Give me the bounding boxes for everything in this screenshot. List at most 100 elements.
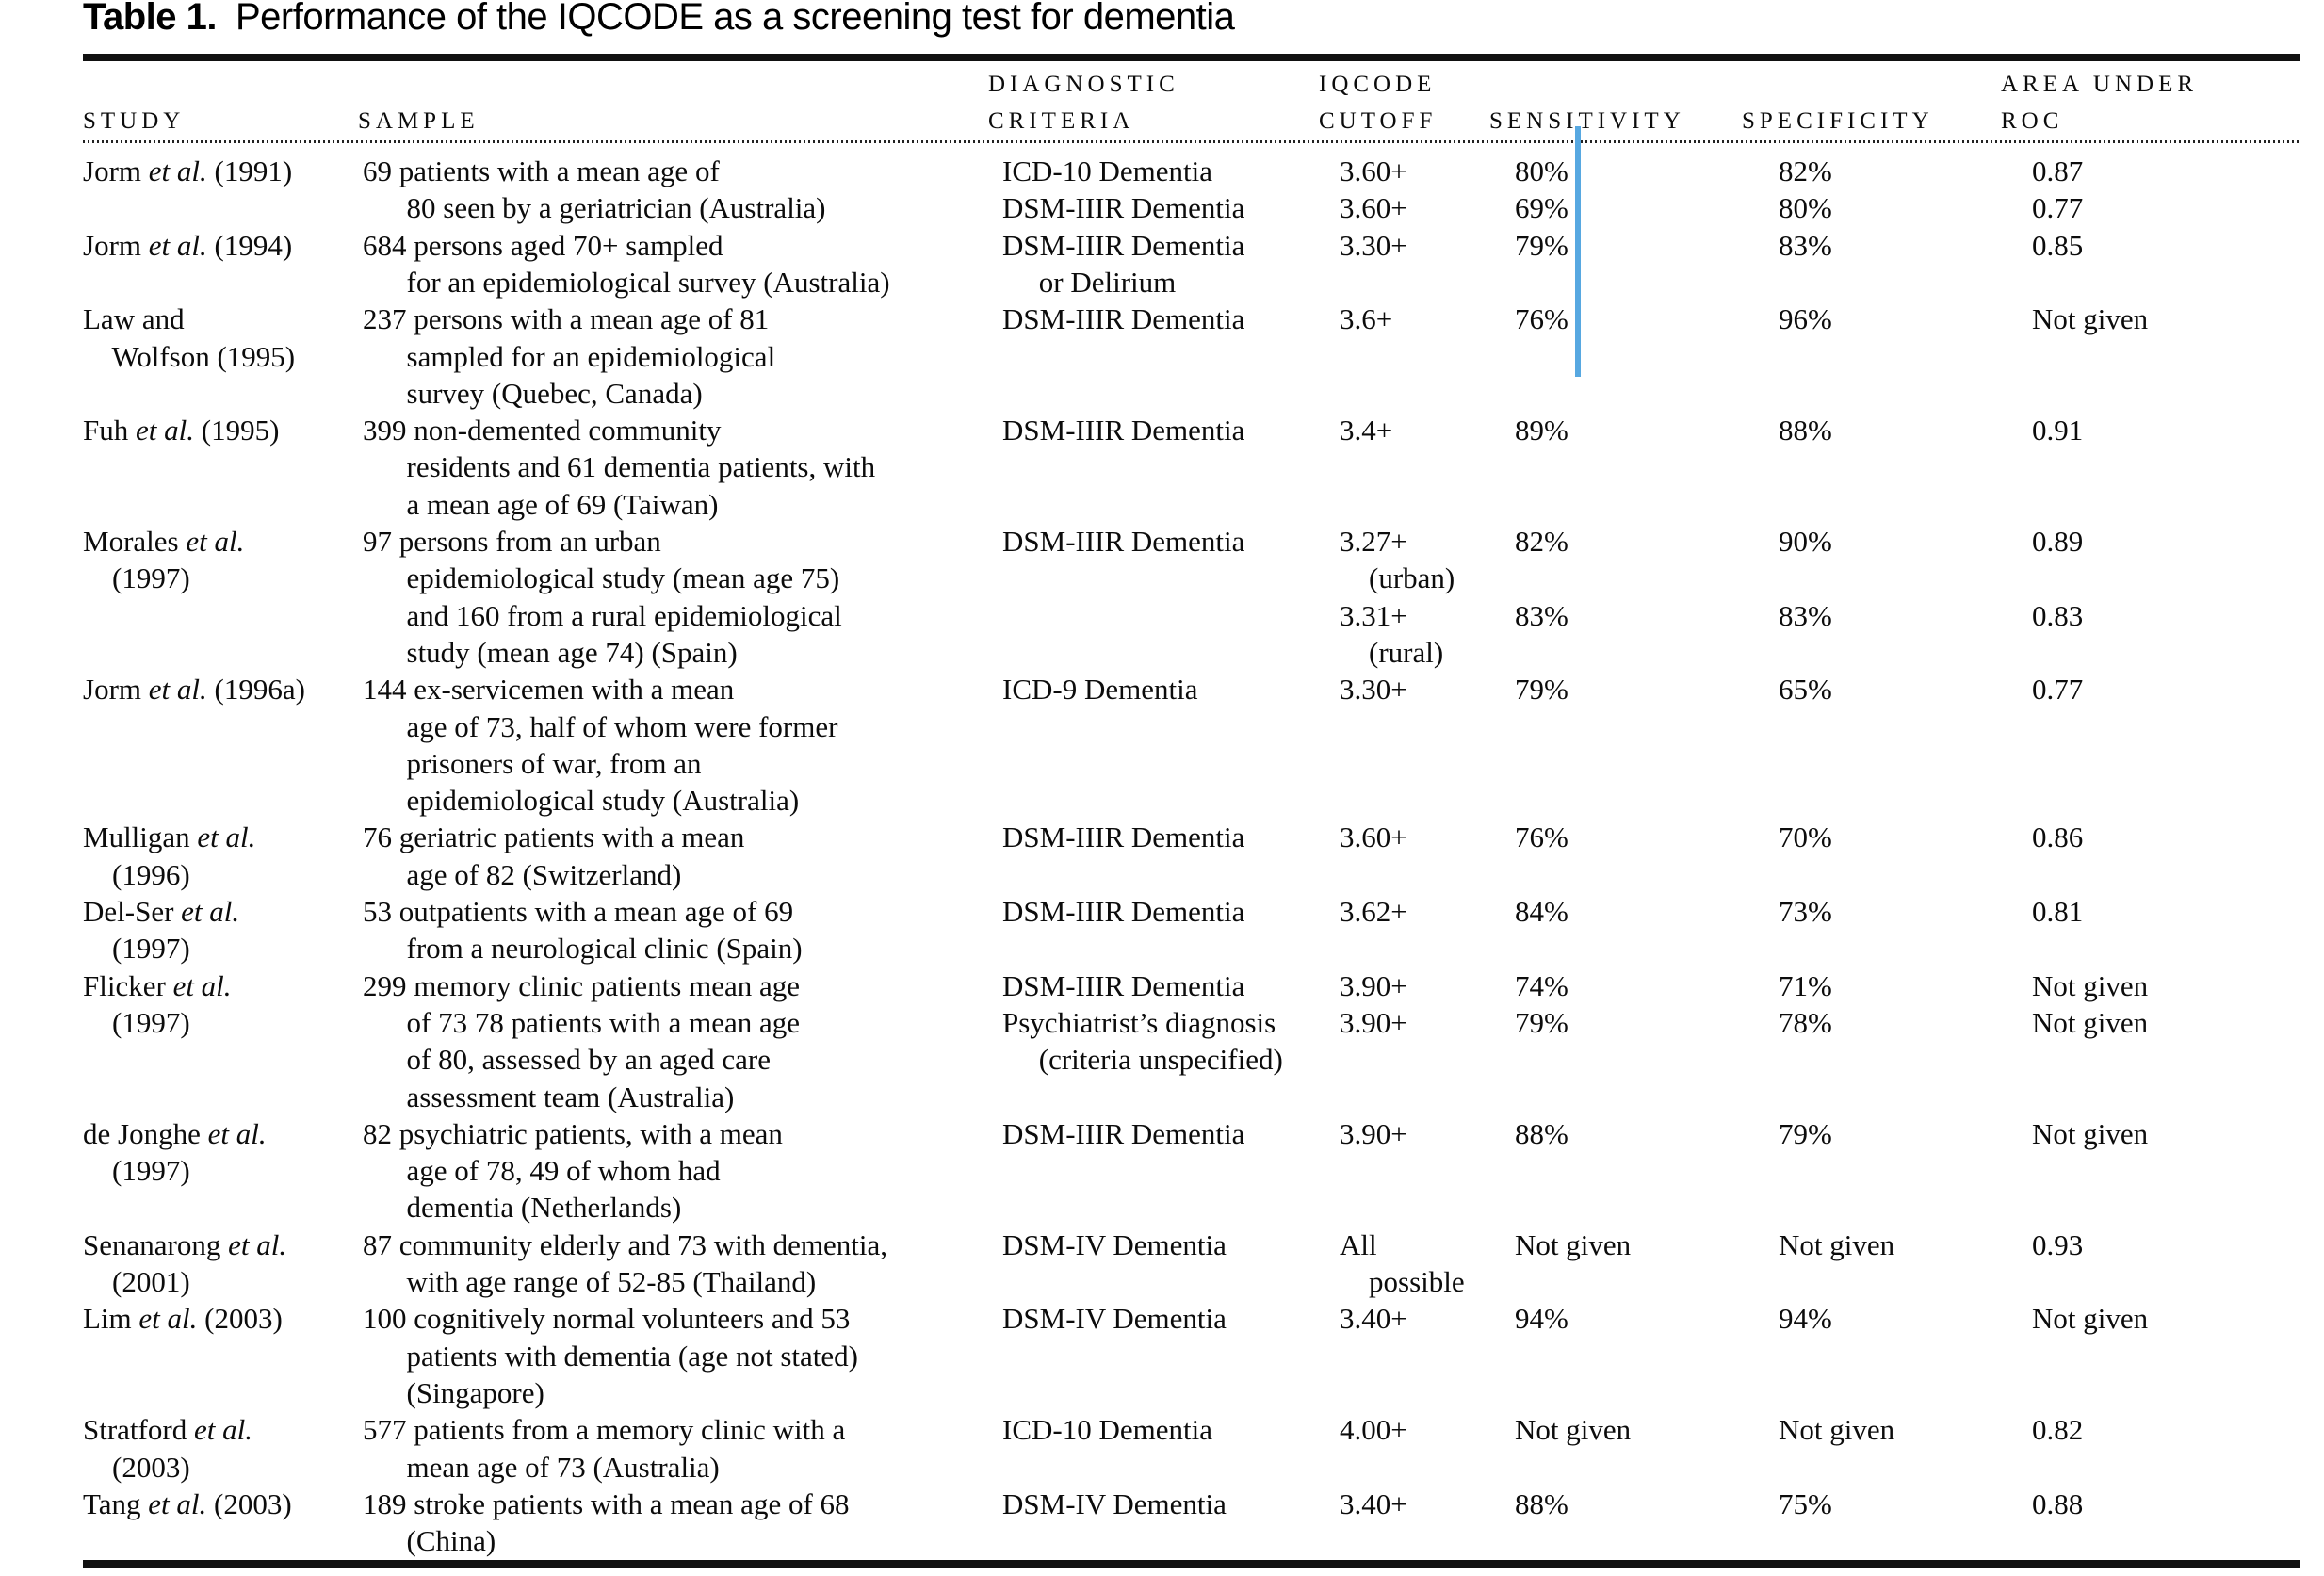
table-cell-sample: age of 78, 49 of whom had (363, 1154, 721, 1187)
table-cell-specificity: 83% (1779, 599, 1832, 632)
table-cell-sample: epidemiological study (Australia) (363, 784, 800, 817)
table-cell-roc: Not given (2032, 1302, 2149, 1335)
table-title-label: Table 1. (83, 0, 217, 38)
table-cell-cutoff: 3.40+ (1340, 1302, 1407, 1335)
table-cell-sensitivity: 83% (1515, 599, 1568, 632)
table-cell-sensitivity: 69% (1515, 191, 1568, 224)
col-header-criteria: CRITERIA (988, 108, 1135, 134)
table-cell-study: Fuh et al. (1995) (83, 414, 280, 447)
table-cell-cutoff: 3.31+ (1340, 599, 1407, 632)
table-cell-criteria: DSM-IIIR Dementia (1002, 820, 1245, 853)
table-title-text: Performance of the IQCODE as a screening… (235, 0, 1235, 38)
table-cell-study: (2003) (83, 1451, 190, 1484)
table-cell-sample: of 73 78 patients with a mean age (363, 1006, 801, 1039)
table-cell-cutoff: 3.60+ (1340, 154, 1407, 187)
table-cell-cutoff: 3.90+ (1340, 1117, 1407, 1150)
table-cell-sensitivity: 79% (1515, 673, 1568, 706)
table-cell-roc: 0.91 (2032, 414, 2084, 447)
table-cell-sample: patients with dementia (age not stated) (363, 1340, 859, 1373)
table-cell-sensitivity: 88% (1515, 1487, 1568, 1520)
table-cell-sample: prisoners of war, from an (363, 747, 702, 780)
table-cell-specificity: 94% (1779, 1302, 1832, 1335)
table-cell-roc: 0.93 (2032, 1228, 2084, 1261)
table-cell-sample: 299 memory clinic patients mean age (363, 969, 800, 1002)
table-cell-sample: 237 persons with a mean age of 81 (363, 302, 770, 335)
table-cell-sample: for an epidemiological survey (Australia… (363, 266, 890, 299)
table-cell-study: Stratford et al. (83, 1413, 252, 1446)
table-cell-study: Lim et al. (2003) (83, 1302, 283, 1335)
table-cell-sample: study (mean age 74) (Spain) (363, 636, 738, 669)
table-cell-sample: epidemiological study (mean age 75) (363, 561, 840, 594)
table-cell-roc: Not given (2032, 1006, 2149, 1039)
table-cell-sample: 399 non-demented community (363, 414, 722, 447)
table-cell-roc: 0.82 (2032, 1413, 2084, 1446)
table-cell-cutoff: possible (1340, 1265, 1465, 1298)
table-cell-sensitivity: 76% (1515, 302, 1568, 335)
table-cell-sample: 87 community elderly and 73 with dementi… (363, 1228, 888, 1261)
table-cell-cutoff: 3.90+ (1340, 1006, 1407, 1039)
table-cell-specificity: 70% (1779, 820, 1832, 853)
table-cell-sample: residents and 61 dementia patients, with (363, 450, 876, 483)
table-cell-study: (1997) (83, 932, 190, 965)
table-cell-cutoff: All (1340, 1228, 1377, 1261)
top-rule (83, 54, 2300, 61)
table-cell-specificity: 82% (1779, 154, 1832, 187)
table-cell-criteria: ICD-9 Dementia (1002, 673, 1198, 706)
table-cell-roc: 0.87 (2032, 154, 2084, 187)
table-cell-sample: mean age of 73 (Australia) (363, 1451, 720, 1484)
table-cell-sample: age of 82 (Switzerland) (363, 858, 682, 891)
table-cell-cutoff: (rural) (1340, 636, 1444, 669)
table-cell-specificity: 83% (1779, 229, 1832, 262)
table-cell-study: Senanarong et al. (83, 1228, 287, 1261)
table-cell-cutoff: 4.00+ (1340, 1413, 1407, 1446)
table-cell-roc: 0.77 (2032, 191, 2084, 224)
table-cell-specificity: 65% (1779, 673, 1832, 706)
col-header-diagnostic: DIAGNOSTIC (988, 72, 1179, 97)
table-cell-study: Wolfson (1995) (83, 340, 296, 373)
table-cell-criteria: DSM-IV Dementia (1002, 1228, 1227, 1261)
table-cell-study: Jorm et al. (1994) (83, 229, 293, 262)
table-cell-roc: Not given (2032, 969, 2149, 1002)
table-cell-criteria: or Delirium (1002, 266, 1177, 299)
table-cell-sample: of 80, assessed by an aged care (363, 1043, 772, 1076)
table-cell-specificity: 90% (1779, 525, 1832, 558)
table-cell-sample: from a neurological clinic (Spain) (363, 932, 803, 965)
header-divider-dotted-rule (83, 140, 2300, 143)
table-cell-study: (1996) (83, 858, 190, 891)
table-cell-cutoff: 3.6+ (1340, 302, 1393, 335)
table-cell-sample: age of 73, half of whom were former (363, 710, 838, 743)
table-cell-sensitivity: Not given (1515, 1228, 1632, 1261)
table-cell-sample: 69 patients with a mean age of (363, 154, 720, 187)
table-cell-sensitivity: 80% (1515, 154, 1568, 187)
table-cell-sample: (China) (363, 1524, 496, 1557)
table-cell-roc: 0.86 (2032, 820, 2084, 853)
table-cell-study: (1997) (83, 561, 190, 594)
table-cell-specificity: Not given (1779, 1228, 1895, 1261)
table-cell-sample: 577 patients from a memory clinic with a (363, 1413, 846, 1446)
col-header-specificity: SPECIFICITY (1742, 108, 1934, 134)
table-cell-sample: and 160 from a rural epidemiological (363, 599, 842, 632)
table-cell-cutoff: 3.30+ (1340, 673, 1407, 706)
table-cell-roc: 0.85 (2032, 229, 2084, 262)
table-cell-sample: 684 persons aged 70+ sampled (363, 229, 723, 262)
table-cell-roc: 0.77 (2032, 673, 2084, 706)
table-cell-roc: 0.81 (2032, 895, 2084, 928)
table-cell-criteria: ICD-10 Dementia (1002, 154, 1212, 187)
table-cell-sample: survey (Quebec, Canada) (363, 377, 703, 410)
col-header-cutoff: CUTOFF (1319, 108, 1438, 134)
table-cell-specificity: 88% (1779, 414, 1832, 447)
table-cell-cutoff: 3.4+ (1340, 414, 1393, 447)
table-cell-sample: 82 psychiatric patients, with a mean (363, 1117, 783, 1150)
table-cell-specificity: 80% (1779, 191, 1832, 224)
table-cell-roc: 0.83 (2032, 599, 2084, 632)
table-cell-study: Del-Ser et al. (83, 895, 240, 928)
table-cell-cutoff: 3.62+ (1340, 895, 1407, 928)
table-cell-sample: 53 outpatients with a mean age of 69 (363, 895, 794, 928)
blue-vertical-marker (1575, 126, 1581, 377)
table-cell-specificity: 79% (1779, 1117, 1832, 1150)
table-cell-specificity: 71% (1779, 969, 1832, 1002)
table-cell-study: Morales et al. (83, 525, 245, 558)
table-cell-sensitivity: 94% (1515, 1302, 1568, 1335)
table-title: Table 1. Performance of the IQCODE as a s… (83, 0, 1235, 40)
table-cell-sample: 144 ex-servicemen with a mean (363, 673, 735, 706)
